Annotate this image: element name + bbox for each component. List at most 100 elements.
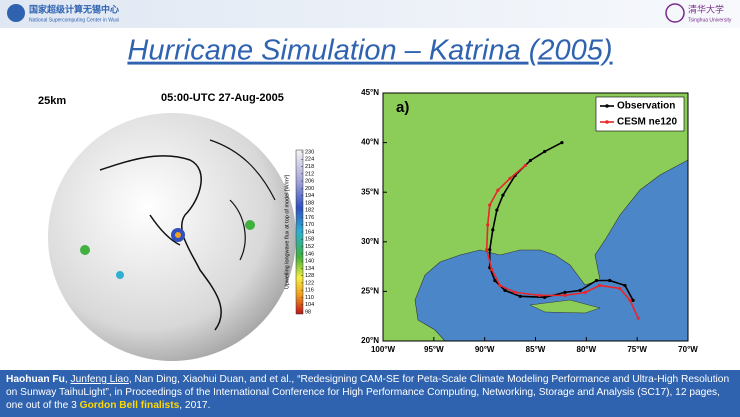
colorbar-tick-label: 122 [305, 280, 314, 286]
track-point [498, 283, 502, 288]
colorbar-tick-label: 140 [305, 259, 314, 265]
track-point [528, 158, 533, 163]
track-point [496, 188, 500, 192]
citation-part: , [64, 374, 71, 385]
track-point [563, 290, 567, 294]
globe-time: 05:00-UTC 27-Aug-2005 [161, 92, 284, 104]
legend-label: CESM ne120 [617, 117, 677, 128]
track-point [631, 298, 635, 302]
y-tick-label: 30°N [361, 237, 379, 246]
y-tick-label: 25°N [361, 287, 379, 296]
track-point [578, 288, 582, 293]
colorbar-tick-label: 116 [305, 288, 314, 294]
y-tick-label: 40°N [361, 138, 379, 147]
track-point [523, 163, 527, 168]
track-point [501, 193, 505, 197]
y-tick-label: 45°N [361, 88, 379, 97]
colorbar-tick-label: 194 [305, 193, 314, 199]
coastline [99, 155, 222, 331]
track-point [485, 248, 489, 252]
track-line [485, 164, 639, 319]
track-point [563, 293, 567, 297]
colorbar-tick-label: 128 [305, 273, 314, 279]
logo-left-sub: National Supercomputing Center in Wuxi [29, 17, 119, 23]
colorbar-tick-label: 104 [305, 302, 314, 308]
citation-part: Junfeng Liao [70, 374, 129, 385]
track-point [488, 248, 492, 252]
colorbar-tick-label: 152 [305, 244, 314, 250]
colorbar-tick-label: 218 [305, 164, 314, 170]
track-point [636, 316, 640, 320]
citation-part: , Nan Ding, Xiaohui Duan, and et al., “R… [6, 374, 730, 411]
globe-resolution: 25km [38, 95, 66, 107]
colorbar-tick-label: 110 [305, 295, 314, 301]
colorbar-tick-label: 200 [305, 186, 314, 192]
track-point [508, 176, 512, 180]
logo-right-sub: Tsinghua University [688, 17, 732, 23]
track-point [618, 286, 622, 291]
x-tick-label: 75°W [627, 345, 647, 354]
citation: Haohuan Fu, Junfeng Liao, Nan Ding, Xiao… [0, 370, 740, 417]
colorbar-tick-label: 170 [305, 222, 314, 228]
track-point [537, 293, 542, 297]
colorbar-label: Upwelling longwave flux at top of model … [284, 174, 290, 289]
track-point [493, 278, 497, 283]
track-point [488, 203, 492, 207]
x-tick-label: 70°W [678, 345, 698, 354]
track-point [486, 223, 490, 227]
track-point [513, 290, 517, 294]
colorbar-tick-label: 146 [305, 251, 314, 257]
slide-canvas: 国家超级计算无锡中心 National Supercomputing Cente… [0, 0, 740, 361]
citation-part: Haohuan Fu [6, 374, 65, 385]
land [529, 299, 601, 314]
x-tick-label: 80°W [577, 345, 597, 354]
logo-right: 清华大学 [688, 3, 724, 14]
hurricane [175, 232, 181, 238]
colorbar-tick-label: 212 [305, 171, 314, 177]
track-point [597, 283, 602, 288]
colorbar-tick-label: 182 [305, 208, 314, 214]
legend-swatch [605, 120, 609, 124]
slide-title: Hurricane Simulation – Katrina (2005) [127, 35, 612, 67]
y-tick-label: 20°N [361, 336, 379, 345]
citation-part: , 2017. [179, 400, 211, 411]
x-tick-label: 90°W [475, 345, 495, 354]
track-point [594, 278, 599, 283]
colorbar-tick-label: 134 [305, 266, 314, 272]
colorbar-tick-label: 98 [305, 309, 311, 315]
logo-icon [7, 4, 25, 22]
y-tick-label: 35°N [361, 187, 379, 196]
track-point [583, 290, 587, 294]
track-point [543, 149, 547, 154]
colorbar-tick-label: 188 [305, 200, 314, 206]
track-point [503, 288, 507, 293]
x-tick-label: 100°W [371, 345, 396, 354]
track-point [518, 294, 522, 298]
colorbar-tick-label: 164 [305, 229, 314, 235]
panel-label: a) [396, 99, 409, 116]
x-tick-label: 85°W [526, 345, 546, 354]
track-point [608, 278, 612, 283]
colorbar-tick-label: 206 [305, 179, 314, 185]
legend-label: Observation [617, 101, 675, 112]
colorbar-tick-label: 176 [305, 215, 314, 221]
track-point [543, 295, 547, 299]
track-point [560, 141, 564, 145]
cloud [80, 245, 90, 255]
logo-icon [665, 3, 685, 23]
logo-left: 国家超级计算无锡中心 [29, 3, 119, 14]
x-tick-label: 95°W [424, 345, 444, 354]
citation-part: Gordon Bell finalists [79, 400, 180, 411]
land [382, 92, 689, 342]
track-point [495, 208, 499, 212]
colorbar-tick-label: 230 [305, 149, 314, 155]
cloud [116, 271, 124, 279]
track-point [623, 283, 627, 288]
legend-swatch [605, 104, 609, 108]
coastline [209, 139, 276, 261]
colorbar-tick-label: 158 [305, 237, 314, 243]
colorbar-tick-label: 224 [305, 157, 314, 163]
track-point [491, 228, 495, 232]
cloud [245, 220, 255, 230]
